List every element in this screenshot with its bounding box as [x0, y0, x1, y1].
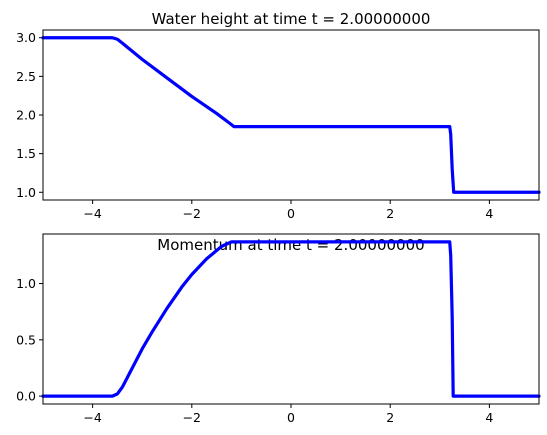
bottom-plot: Momentum at time t = 2.00000000 −4 −2 0 2 4 0… [16, 233, 541, 425]
bottom-plot-frame [42, 233, 540, 405]
top-y-tick-label: 1.5 [16, 146, 36, 161]
top-x-tick-label: 0 [287, 206, 295, 221]
top-x-tick-label: −2 [183, 206, 201, 221]
top-series-line [41, 36, 541, 194]
bottom-y-tick-label: 0.5 [16, 332, 36, 347]
bottom-x-tick-label: 2 [386, 410, 394, 425]
bottom-x-tick-label: 4 [485, 410, 493, 425]
bottom-plot-axes: −4 −2 0 2 4 0.0 0.5 1.0 [16, 240, 541, 425]
top-x-tick-label: 2 [386, 206, 394, 221]
bottom-plot-title: Momentum at time t = 2.00000000 [157, 236, 424, 254]
top-x-tick-label: −4 [83, 206, 101, 221]
top-y-tick-label: 1.0 [16, 185, 36, 200]
top-y-tick-label: 2.5 [16, 69, 36, 84]
top-plot-title: Water height at time t = 2.00000000 [152, 10, 431, 28]
top-y-tick-label: 2.0 [16, 108, 36, 123]
top-plot: Water height at time t = 2.00000000 −4 −2… [16, 10, 541, 221]
bottom-x-tick-label: −2 [183, 410, 201, 425]
bottom-y-tick-label: 1.0 [16, 276, 36, 291]
bottom-series-line [41, 240, 541, 398]
top-plot-axes: −4 −2 0 2 4 1.0 1.5 2.0 2.5 3.0 [16, 30, 541, 221]
top-x-tick-label: 4 [485, 206, 493, 221]
bottom-x-tick-label: −4 [83, 410, 101, 425]
bottom-y-tick-label: 0.0 [16, 389, 36, 404]
top-y-tick-label: 3.0 [16, 30, 36, 45]
bottom-x-tick-label: 0 [287, 410, 295, 425]
top-plot-frame [42, 29, 540, 201]
